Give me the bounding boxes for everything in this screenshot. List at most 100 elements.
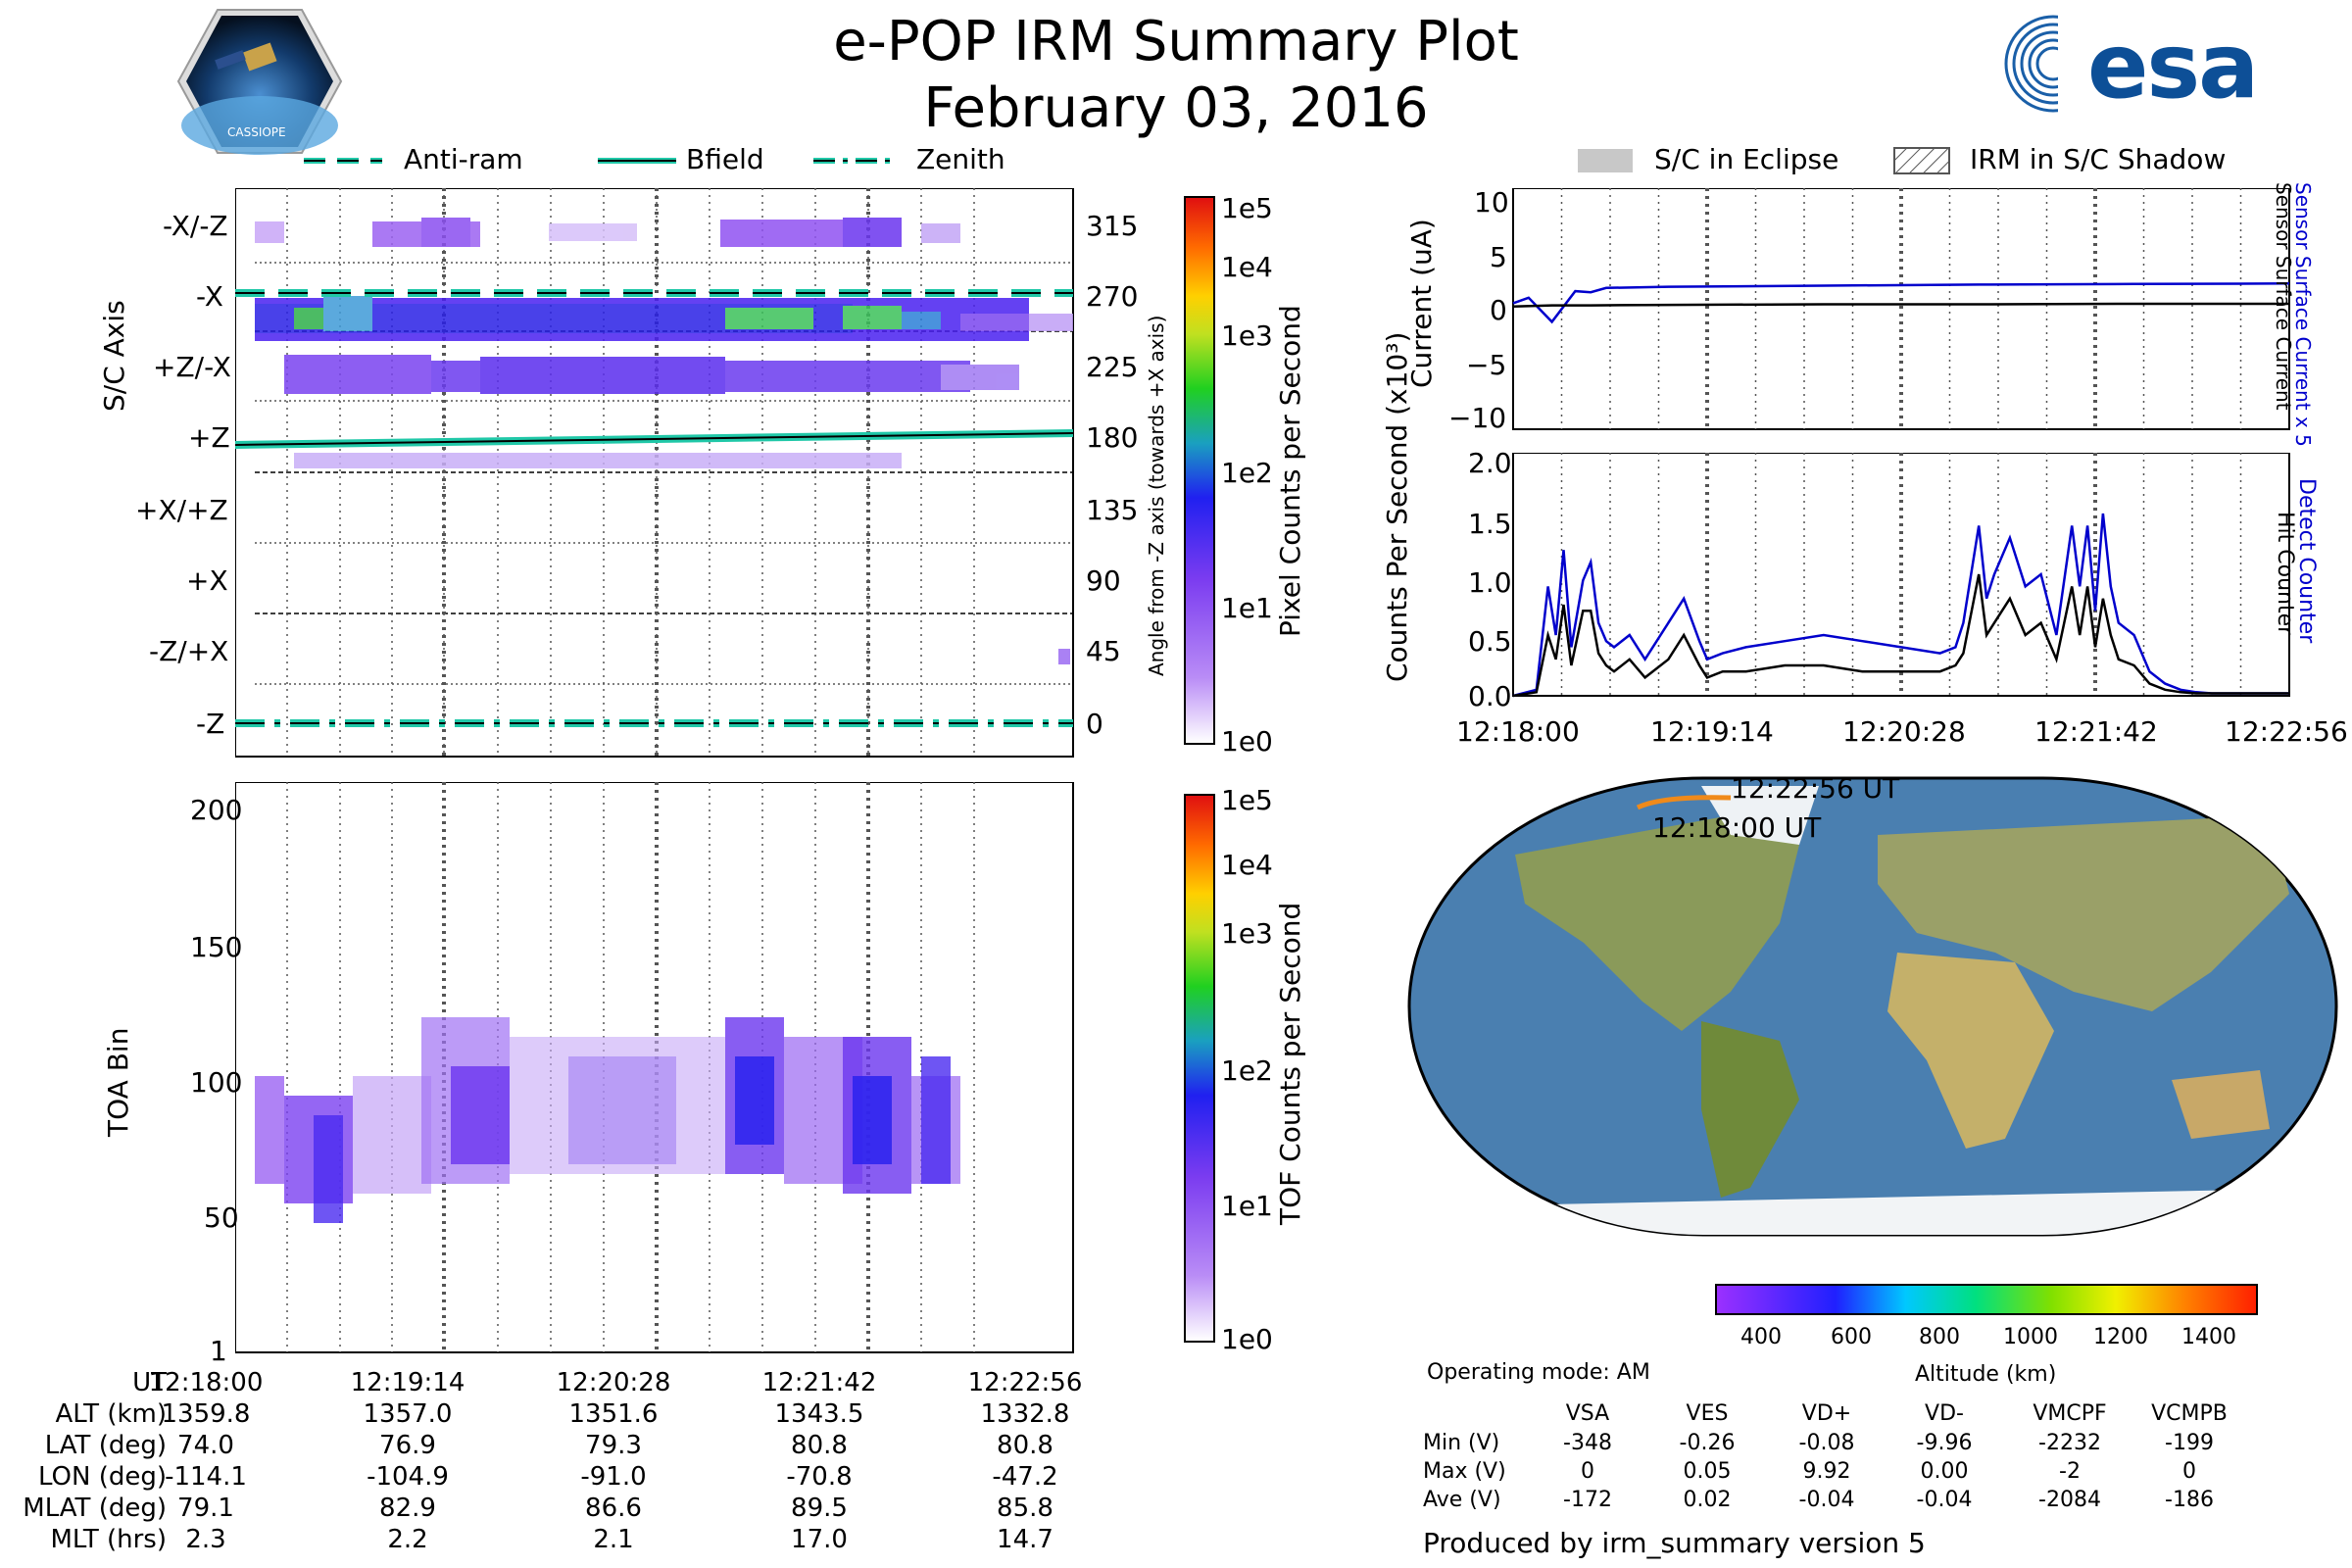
cb2-tick-4: 1e1 xyxy=(1221,1190,1273,1222)
cb2-tick-1: 1e4 xyxy=(1221,849,1273,881)
page-title: e-POP IRM Summary Plot xyxy=(833,10,1519,74)
voltage-cell: 0.05 xyxy=(1683,1459,1732,1484)
axis-label-1: -X xyxy=(196,280,223,313)
toa-panel xyxy=(235,782,1074,1353)
alt-tick-5: 1400 xyxy=(2181,1325,2236,1349)
series-line-0 xyxy=(1512,513,2289,698)
ephemeris-cell: 2.1 xyxy=(593,1525,634,1554)
ephemeris-cell: -114.1 xyxy=(165,1462,247,1492)
voltage-cell: 9.92 xyxy=(1802,1459,1851,1484)
operating-mode: Operating mode: AM xyxy=(1427,1360,1650,1385)
ephemeris-cell: 86.6 xyxy=(585,1494,642,1523)
ephemeris-cell: 1359.8 xyxy=(161,1399,251,1429)
ephemeris-cell: 2.3 xyxy=(185,1525,226,1554)
ephemeris-cell: 12:22:56 xyxy=(967,1368,1083,1397)
ephemeris-row-label: MLT (hrs) xyxy=(50,1525,168,1554)
cnt-xtick-4: 12:22:56 xyxy=(2225,715,2348,748)
shadow-swatch xyxy=(1893,147,1950,174)
ephemeris-cell: -70.8 xyxy=(786,1462,853,1492)
cb2-tick-5: 1e0 xyxy=(1221,1323,1273,1355)
ephemeris-cell: 80.8 xyxy=(997,1431,1054,1460)
ephemeris-cell: 1343.5 xyxy=(774,1399,864,1429)
voltage-col-header: VES xyxy=(1686,1401,1729,1426)
legend-shadow: IRM in S/C Shadow xyxy=(1970,143,2227,175)
ephemeris-cell: 1357.0 xyxy=(363,1399,453,1429)
toa-ylabel: TOA Bin xyxy=(102,1027,134,1137)
axis-label-3: +Z xyxy=(188,421,230,454)
cb1-tick-1: 1e4 xyxy=(1221,251,1273,283)
cnt-xtick-0: 12:18:00 xyxy=(1456,715,1580,748)
cnt-tick-0: 2.0 xyxy=(1468,447,1512,479)
voltage-cell: -0.04 xyxy=(1798,1488,1855,1512)
axis-label-5: +X xyxy=(186,564,228,597)
ephemeris-cell: 1332.8 xyxy=(980,1399,1070,1429)
ephemeris-cell: 80.8 xyxy=(791,1431,848,1460)
voltage-cell: 0.00 xyxy=(1920,1459,1969,1484)
cb2-tick-2: 1e3 xyxy=(1221,917,1273,950)
cur-tick-1: 5 xyxy=(1490,241,1507,273)
voltage-cell: -172 xyxy=(1563,1488,1612,1512)
ephemeris-cell: -91.0 xyxy=(580,1462,647,1492)
counts-ylabel: Counts Per Second (x10³) xyxy=(1381,331,1413,682)
axis-label-4: +X/+Z xyxy=(135,494,228,526)
ephemeris-cell: 85.8 xyxy=(997,1494,1054,1523)
tof-colorbar xyxy=(1184,794,1215,1343)
cnt-xtick-3: 12:21:42 xyxy=(2034,715,2158,748)
current-chart xyxy=(1512,188,2290,430)
series-line-1 xyxy=(1512,573,2289,698)
cnt-xtick-2: 12:20:28 xyxy=(1842,715,1966,748)
top-legend xyxy=(304,158,892,164)
voltage-row-label: Ave (V) xyxy=(1423,1488,1501,1512)
voltage-col-header: VD+ xyxy=(1801,1401,1852,1426)
ephemeris-cell: -47.2 xyxy=(992,1462,1058,1492)
ephemeris-cell: 14.7 xyxy=(997,1525,1054,1554)
voltage-cell: -2232 xyxy=(2038,1431,2101,1455)
cassiope-logo-text: CASSIOPE xyxy=(227,125,286,139)
voltage-col-header: VCMPB xyxy=(2151,1401,2228,1426)
axis-label-0: -X/-Z xyxy=(163,210,228,242)
cur-tick-4: −10 xyxy=(1448,402,1507,434)
cb1-tick-2: 1e3 xyxy=(1221,319,1273,352)
alt-tick-2: 800 xyxy=(1919,1325,1960,1349)
voltage-cell: -0.08 xyxy=(1798,1431,1855,1455)
cb1-tick-3: 1e2 xyxy=(1221,457,1273,489)
cb2-tick-0: 1e5 xyxy=(1221,784,1273,816)
angle-tick-7: 0 xyxy=(1086,708,1103,740)
voltage-row-label: Max (V) xyxy=(1423,1459,1506,1484)
eclipse-swatch xyxy=(1578,149,1633,172)
axis-label-2: +Z/-X xyxy=(153,351,231,383)
altitude-colorbar xyxy=(1715,1284,2258,1315)
ephemeris-cell: 17.0 xyxy=(791,1525,848,1554)
page-date: February 03, 2016 xyxy=(923,76,1429,140)
cnt-tick-2: 1.0 xyxy=(1468,566,1512,599)
ephemeris-row-label: LAT (deg) xyxy=(44,1431,167,1460)
voltage-cell: -199 xyxy=(2165,1431,2214,1455)
ephemeris-cell: 1351.6 xyxy=(568,1399,659,1429)
cur-tick-3: −5 xyxy=(1466,349,1507,381)
ephemeris-cell: 76.9 xyxy=(379,1431,436,1460)
alt-tick-4: 1200 xyxy=(2093,1325,2148,1349)
voltage-cell: -2 xyxy=(2059,1459,2081,1484)
voltage-cell: -0.26 xyxy=(1679,1431,1736,1455)
voltage-cell: 0 xyxy=(1581,1459,1594,1484)
alt-tick-1: 600 xyxy=(1831,1325,1872,1349)
ephemeris-cell: 74.0 xyxy=(177,1431,234,1460)
footer-text: Produced by irm_summary version 5 xyxy=(1423,1527,1926,1559)
ephemeris-cell: 2.2 xyxy=(387,1525,428,1554)
legend-anti-ram: Anti-ram xyxy=(404,143,523,175)
angle-tick-1: 270 xyxy=(1086,280,1139,313)
ephemeris-cell: 82.9 xyxy=(379,1494,436,1523)
voltage-col-header: VD- xyxy=(1925,1401,1964,1426)
altitude-label: Altitude (km) xyxy=(1915,1362,2057,1387)
toa-tick-1: 150 xyxy=(190,931,243,963)
alt-tick-0: 400 xyxy=(1740,1325,1782,1349)
cnt-xtick-1: 12:19:14 xyxy=(1650,715,1774,748)
voltage-row-label: Min (V) xyxy=(1423,1431,1500,1455)
cnt-right-label-1: Hit Counter xyxy=(2273,512,2297,636)
voltage-col-header: VMCPF xyxy=(2033,1401,2107,1426)
esa-globe-icon xyxy=(2004,10,2107,118)
cb1-tick-5: 1e0 xyxy=(1221,725,1273,758)
ephemeris-cell: 79.1 xyxy=(177,1494,234,1523)
voltage-cell: 0 xyxy=(2182,1459,2196,1484)
ephemeris-cell: 89.5 xyxy=(791,1494,848,1523)
